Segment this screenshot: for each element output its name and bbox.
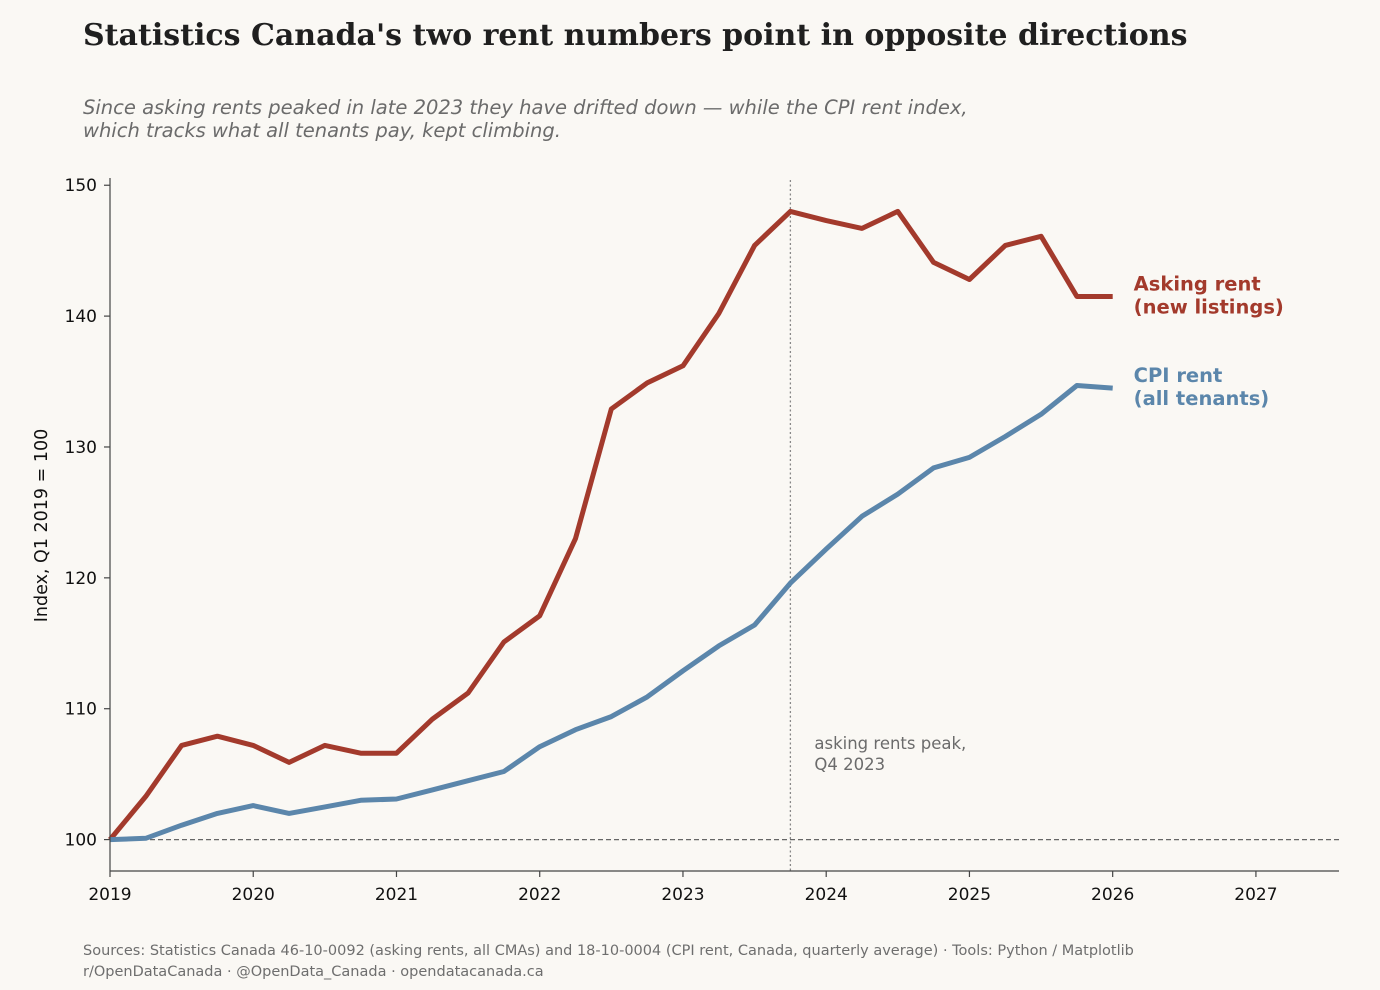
y-tick-label: 120 [65, 569, 97, 589]
x-tick-label: 2021 [375, 885, 418, 905]
y-axis-label: Index, Q1 2019 = 100 [32, 429, 52, 623]
y-tick-label: 150 [65, 176, 97, 196]
asking-rent-label: (new listings) [1134, 295, 1284, 318]
y-tick-label: 130 [65, 438, 97, 458]
cpi-rent-line [109, 383, 1113, 843]
chart-subtitle: Since asking rents peaked in late 2023 t… [83, 96, 1183, 142]
x-tick-label: 2027 [1234, 885, 1277, 905]
footer-sources: Sources: Statistics Canada 46-10-0092 (a… [83, 943, 1134, 959]
x-tick-label: 2023 [661, 885, 704, 905]
y-tick-label: 110 [65, 700, 97, 720]
x-tick-label: 2019 [88, 885, 131, 905]
peak-annotation-label: Q4 2023 [814, 755, 885, 774]
footer-credits: r/OpenDataCanada · @OpenData_Canada · op… [83, 964, 544, 980]
y-tick-label: 140 [65, 307, 97, 327]
x-tick-label: 2020 [232, 885, 275, 905]
asking-rent-line [108, 208, 1113, 842]
subtitle-line: Since asking rents peaked in late 2023 t… [83, 96, 968, 119]
peak-annotation-label: asking rents peak, [814, 734, 966, 753]
cpi-rent-label: (all tenants) [1134, 387, 1270, 410]
x-tick-label: 2025 [948, 885, 991, 905]
x-tick-label: 2026 [1091, 885, 1134, 905]
x-tick-label: 2024 [805, 885, 848, 905]
x-tick-label: 2022 [518, 885, 561, 905]
chart-footer: Sources: Statistics Canada 46-10-0092 (a… [83, 941, 1134, 983]
chart-title: Statistics Canada's two rent numbers poi… [83, 18, 1188, 53]
cpi-rent-label: CPI rent [1134, 364, 1223, 387]
subtitle-line: which tracks what all tenants pay, kept … [83, 119, 561, 142]
asking-rent-label: Asking rent [1134, 272, 1261, 295]
y-tick-label: 100 [65, 831, 97, 851]
